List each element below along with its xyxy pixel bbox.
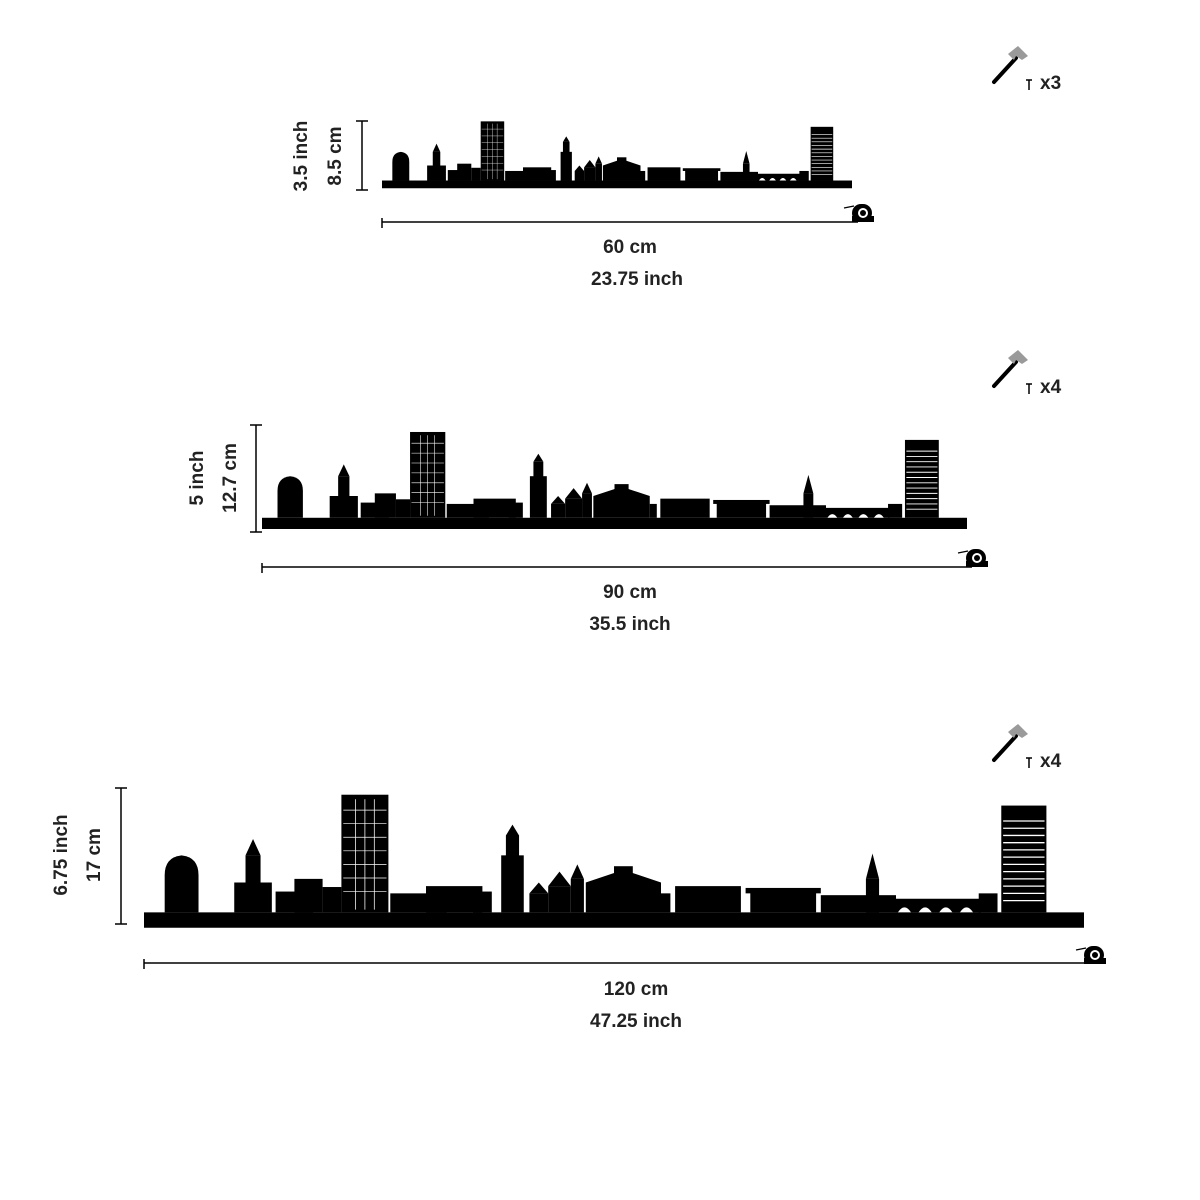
height-inch-label: 6.75 inch [51,814,72,896]
height-inch-label: 5 inch [187,450,208,506]
nail-icon [1025,383,1033,395]
width-line-small [381,218,858,228]
tape-measure-icon [843,203,875,223]
hammer-icon [992,722,1030,762]
hammer-icon [992,348,1030,388]
hammer-icon [992,44,1030,84]
nail-icon [1025,79,1033,91]
height-cm-label: 12.7 cm [220,443,241,513]
nail-icon [1025,757,1033,769]
width-cm-label: 60 cm [603,237,657,258]
nail-count: x4 [1040,751,1062,772]
skyline-small [381,121,853,189]
height-cm-label: 17 cm [84,828,105,882]
nail-count: x4 [1040,377,1062,398]
height-bracket-medium [250,424,262,533]
width-inch-label: 23.75 inch [591,269,683,290]
height-cm-label: 8.5 cm [325,126,346,186]
height-bracket-small [356,120,368,191]
width-inch-label: 47.25 inch [590,1011,682,1032]
skyline-large [143,794,1085,929]
width-line-medium [261,563,972,573]
width-line-large [143,959,1090,969]
width-cm-label: 120 cm [603,979,669,1000]
nail-count: x3 [1040,73,1062,94]
height-inch-label: 3.5 inch [291,120,312,192]
width-cm-label: 90 cm [603,582,657,603]
width-inch-label: 35.5 inch [589,614,671,635]
height-bracket-large [115,787,127,925]
skyline-medium [261,431,968,530]
tape-measure-icon [1075,945,1107,965]
tape-measure-icon [957,548,989,568]
